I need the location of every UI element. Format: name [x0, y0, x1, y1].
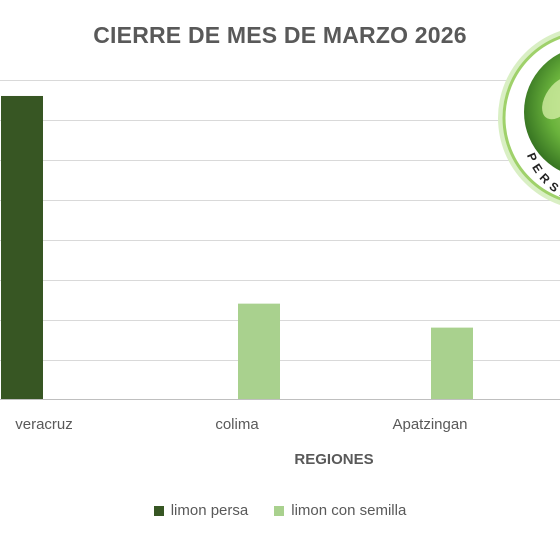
x-axis-title: REGIONES [294, 451, 373, 468]
x-tick-label: Apatzingan [392, 416, 467, 433]
legend: limon persa limon con semilla [0, 502, 560, 519]
x-tick-labels: veracruz colima Apatzingan [15, 416, 467, 433]
bars [1, 95, 473, 400]
lime-badge-icon: PERSA [498, 31, 560, 205]
legend-item: limon persa [153, 502, 249, 519]
x-tick-label: veracruz [15, 416, 73, 433]
bar-limon-con-semilla-colima [238, 303, 280, 400]
bar-limon-con-semilla-apatzingan [431, 327, 473, 400]
chart-title: CIERRE DE MES DE MARZO 2026 [93, 22, 467, 48]
x-tick-label: colima [215, 416, 259, 433]
legend-swatch [274, 505, 285, 516]
bar-limon-persa-veracruz [1, 95, 43, 400]
legend-item: limon con semilla [274, 502, 406, 519]
legend-swatch [153, 505, 164, 516]
legend-label: limon persa [170, 502, 249, 519]
legend-label: limon con semilla [291, 502, 407, 519]
